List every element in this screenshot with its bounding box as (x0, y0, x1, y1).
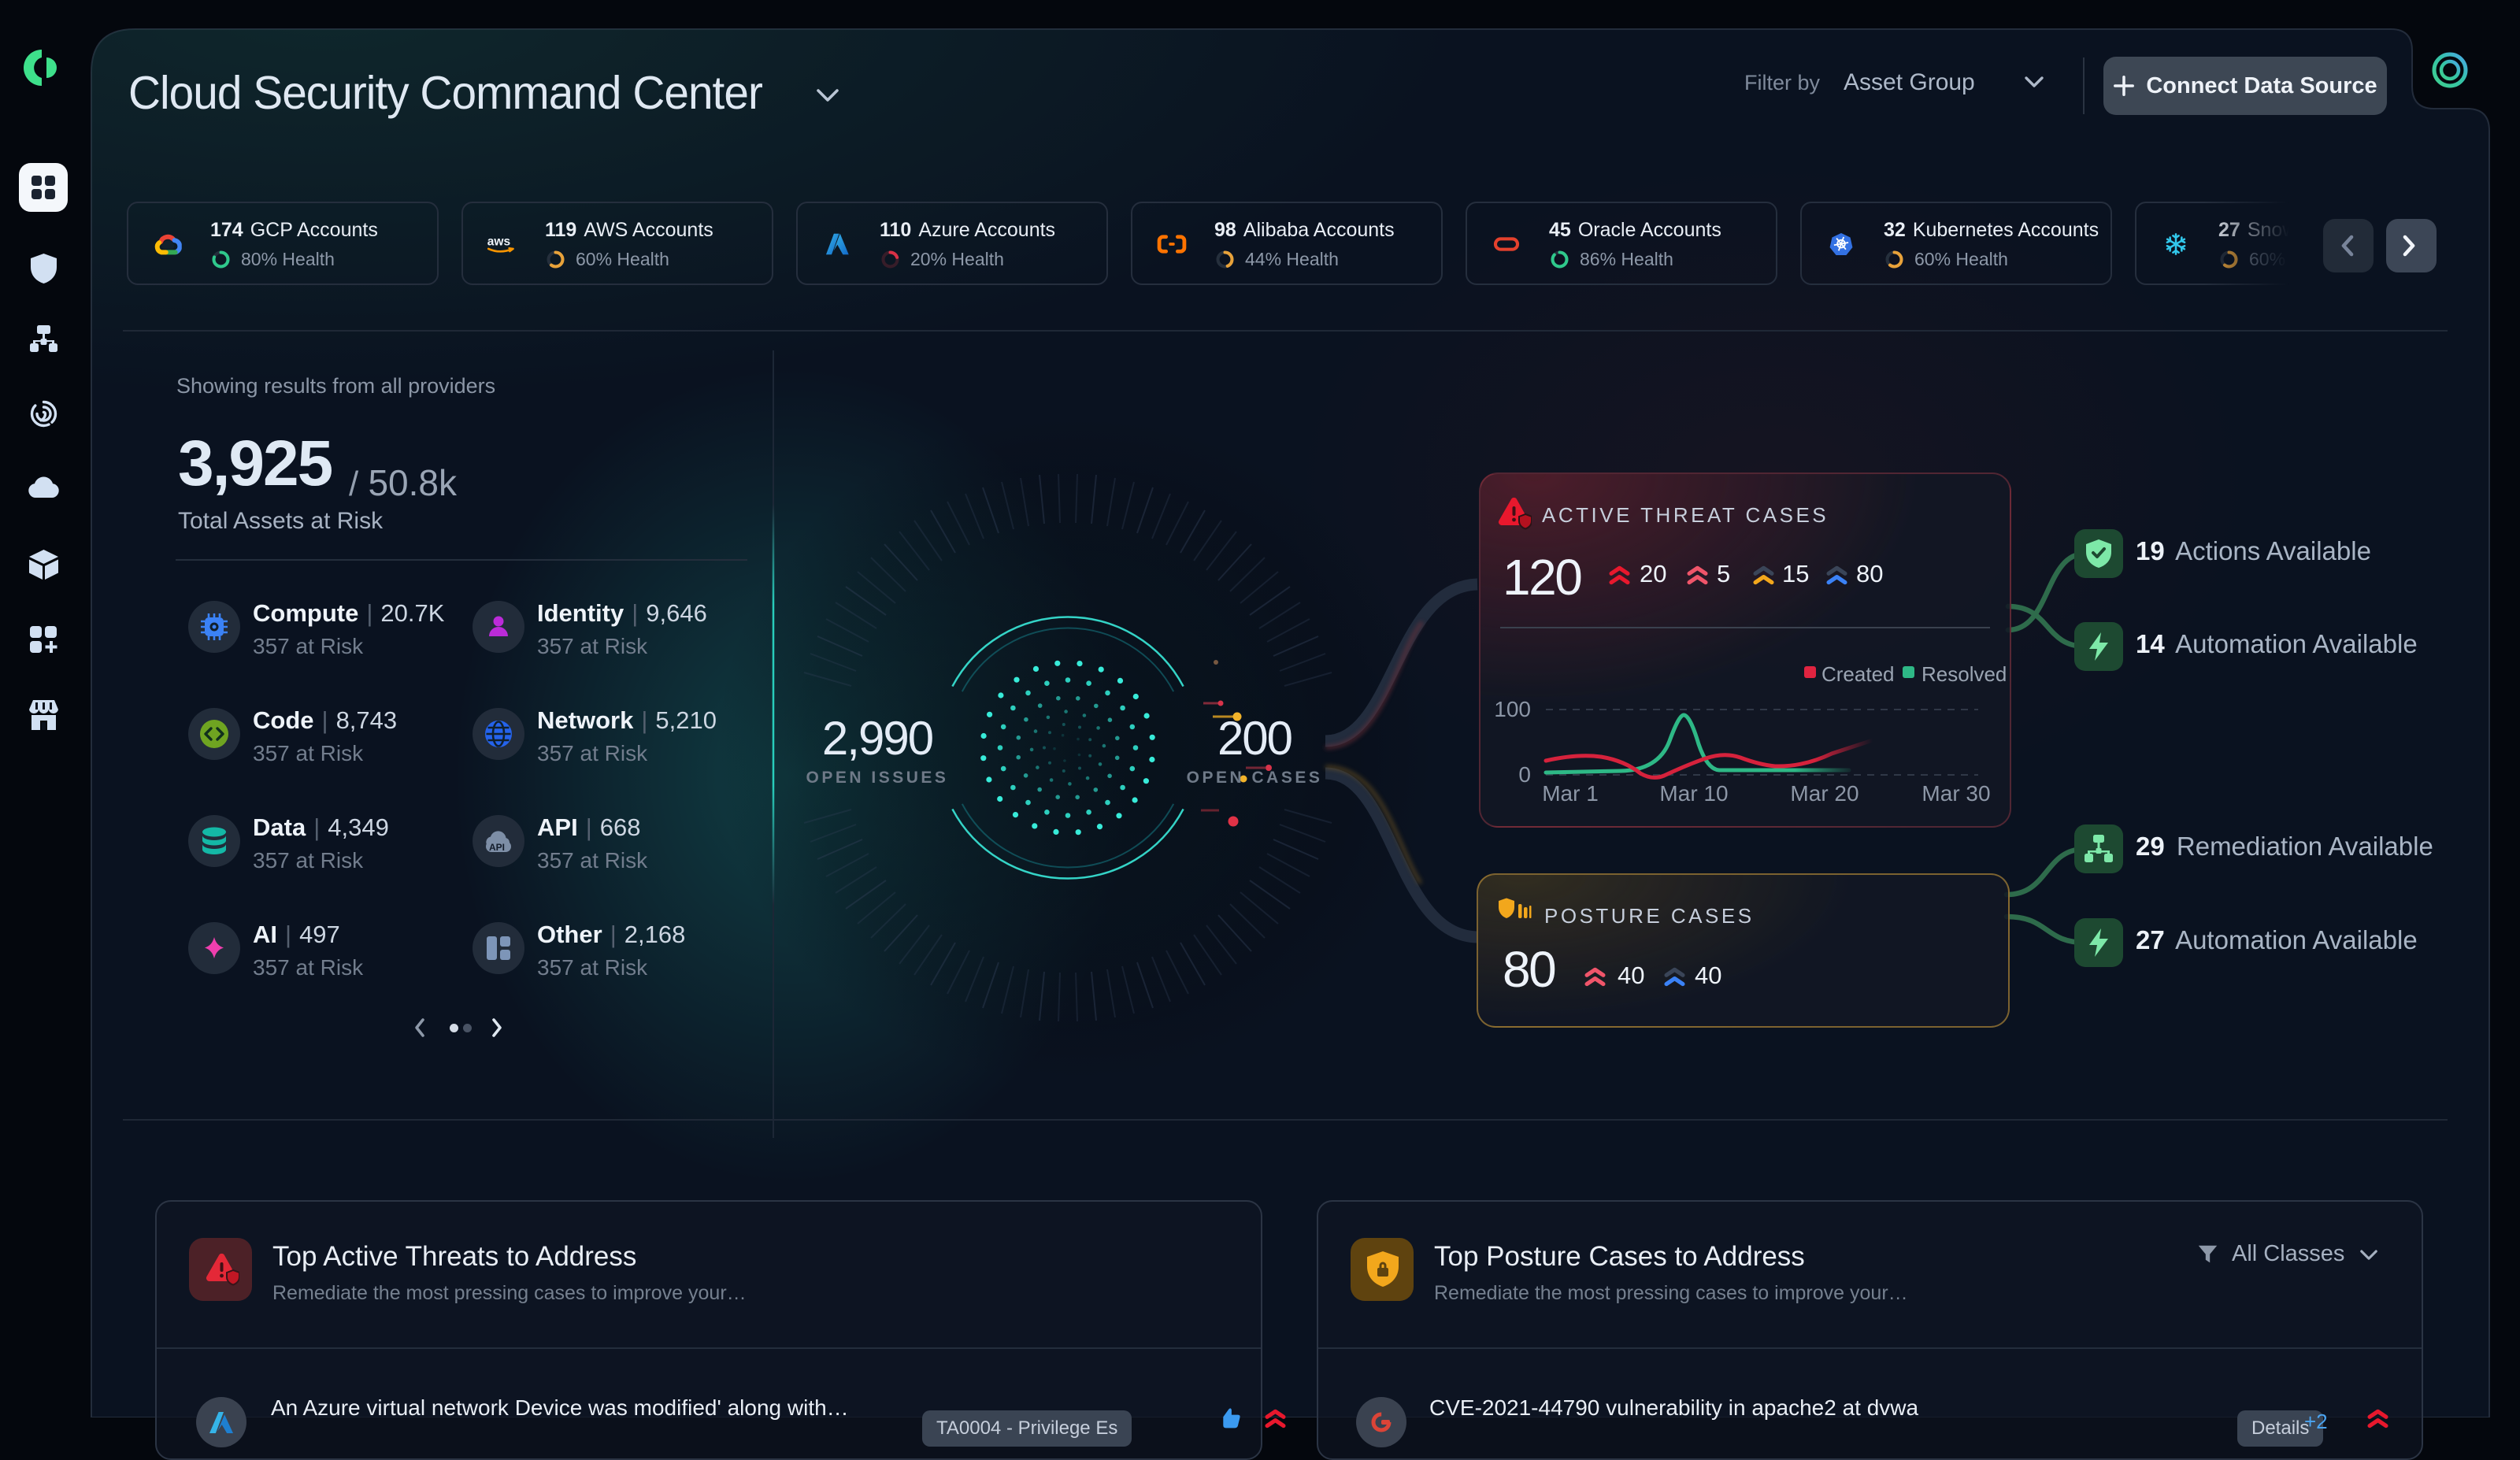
svg-text:API: API (489, 842, 505, 853)
svg-text:aws: aws (487, 235, 510, 248)
